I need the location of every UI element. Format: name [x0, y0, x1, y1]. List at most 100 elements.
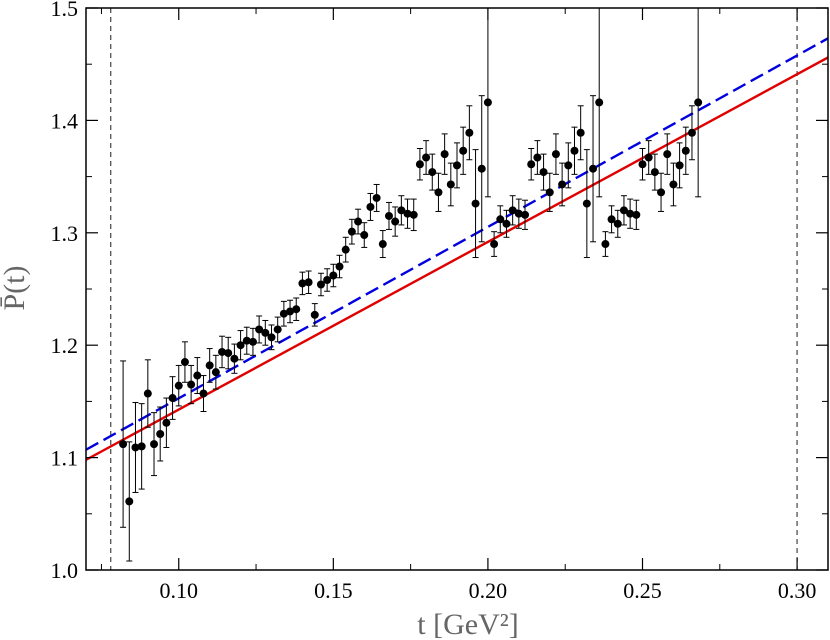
data-point	[397, 206, 406, 215]
data-point	[644, 153, 653, 162]
data-point	[619, 206, 628, 215]
data-point	[267, 333, 276, 342]
data-point	[174, 381, 183, 390]
data-point	[558, 180, 567, 189]
data-point	[545, 188, 554, 197]
data-point	[360, 231, 369, 240]
data-point	[378, 240, 387, 249]
data-point	[316, 280, 325, 289]
data-point	[341, 245, 350, 254]
data-point	[477, 164, 486, 173]
solid-fit-line	[86, 56, 828, 461]
plot-frame	[85, 7, 829, 571]
x-tick-label: 0.10	[160, 578, 199, 603]
data-point	[156, 429, 165, 438]
data-point	[298, 279, 307, 288]
data-point	[589, 164, 598, 173]
data-point	[255, 325, 264, 334]
data-point	[663, 150, 672, 159]
data-point	[607, 215, 616, 224]
data-point	[632, 210, 641, 219]
data-point	[626, 209, 635, 218]
data-point	[434, 188, 443, 197]
data-point	[514, 209, 523, 218]
data-point	[224, 349, 233, 358]
data-point	[440, 150, 449, 159]
data-point	[675, 161, 684, 170]
plot-area: 0.10 0.15 0.20 0.25 0.30 1.0 1.1 1.2 1.3 1.4 1.5	[51, 0, 829, 603]
data-point	[366, 202, 375, 211]
x-tick-label: 0.30	[778, 578, 817, 603]
data-point	[533, 153, 542, 162]
data-point	[403, 209, 412, 218]
data-point	[428, 168, 437, 177]
data-point	[595, 98, 604, 107]
data-point	[453, 161, 461, 170]
data-point	[539, 168, 548, 177]
data-point	[354, 217, 363, 226]
data-point	[143, 389, 152, 398]
data-point	[638, 160, 647, 169]
y-tick-label: 1.0	[51, 558, 79, 583]
data-point	[471, 199, 480, 208]
data-point	[193, 371, 202, 380]
data-point	[248, 337, 257, 346]
data-point	[162, 418, 171, 427]
y-tick-label: 1.1	[51, 446, 79, 471]
data-point	[168, 394, 177, 403]
data-point	[335, 262, 344, 271]
data-point	[657, 188, 666, 197]
data-point	[391, 217, 400, 226]
data-point	[613, 219, 622, 228]
y-tick-label: 1.3	[51, 221, 79, 246]
data-point	[446, 180, 455, 189]
data-point	[576, 128, 585, 137]
x-axis-title: t [GeV²]	[417, 608, 518, 640]
data-point	[131, 443, 140, 452]
data-point	[205, 361, 214, 370]
data-point	[570, 146, 579, 155]
data-point	[187, 380, 196, 389]
data-point	[483, 98, 492, 107]
data-point	[508, 206, 517, 215]
data-point	[347, 227, 356, 236]
x-tick-label: 0.20	[469, 578, 508, 603]
data-point	[323, 276, 332, 285]
data-point	[279, 309, 288, 318]
data-point	[669, 180, 678, 189]
data-point	[384, 211, 393, 220]
data-point	[137, 442, 146, 451]
data-point	[180, 358, 189, 367]
data-point	[273, 325, 282, 334]
y-tick-label: 1.4	[51, 108, 79, 133]
data-point	[261, 328, 270, 337]
data-point	[582, 199, 591, 208]
data-point	[125, 497, 134, 506]
data-point	[310, 310, 319, 319]
data-point	[329, 271, 338, 280]
data-point	[242, 336, 251, 345]
y-tick-label: 1.2	[51, 333, 79, 358]
data-point	[409, 210, 418, 219]
data-point	[490, 240, 499, 249]
data-point	[687, 128, 696, 137]
data-point	[465, 128, 474, 137]
data-point	[551, 150, 560, 159]
x-tick-label: 0.25	[623, 578, 662, 603]
data-point	[459, 146, 468, 155]
data-point	[601, 240, 610, 249]
data-point	[694, 98, 703, 107]
data-point	[236, 341, 245, 350]
data-point	[199, 389, 208, 398]
data-point	[119, 440, 128, 449]
data-point	[218, 347, 227, 356]
data-point	[681, 146, 690, 155]
data-point	[286, 307, 295, 316]
data-point	[415, 160, 424, 169]
data-point	[527, 160, 536, 169]
x-tick-label: 0.15	[314, 578, 353, 603]
data-point	[230, 354, 239, 363]
data-point	[372, 193, 381, 202]
data-point	[422, 153, 431, 162]
